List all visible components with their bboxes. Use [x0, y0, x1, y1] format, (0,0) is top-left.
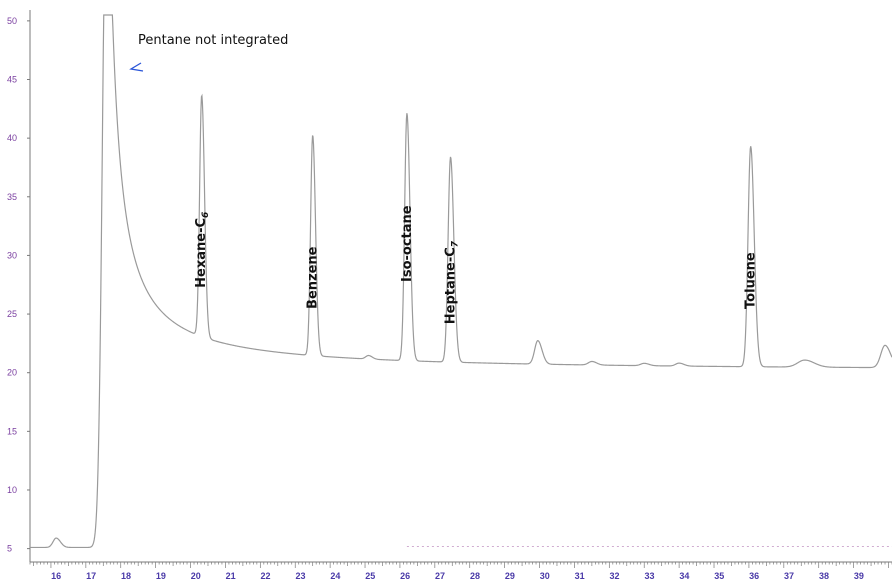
peak-label: Benzene: [306, 246, 321, 309]
x-tick-label: 30: [540, 571, 550, 581]
x-tick-label: 20: [191, 571, 201, 581]
y-tick-label: 30: [7, 250, 17, 260]
x-tick-label: 18: [121, 571, 131, 581]
y-tick-label: 45: [7, 75, 17, 85]
x-tick-label: 22: [261, 571, 271, 581]
peak-label: Hexane-C6: [194, 212, 211, 288]
y-tick-label: 35: [7, 192, 17, 202]
x-tick-label: 24: [330, 571, 340, 581]
y-tick-label: 20: [7, 368, 17, 378]
peak-label-text: Iso-octane: [400, 205, 415, 282]
y-tick-label: 25: [7, 309, 17, 319]
y-tick-label: 15: [7, 426, 17, 436]
peak-label-text: Heptane-C: [444, 247, 459, 324]
x-tick-label: 39: [854, 571, 864, 581]
peak-label-text: Benzene: [306, 246, 321, 309]
x-tick-label: 31: [575, 571, 585, 581]
x-tick-label: 17: [86, 571, 96, 581]
peak-label-text: Hexane-C: [194, 218, 209, 288]
pentane-marker-icon: [129, 62, 144, 72]
y-tick-label: 5: [7, 544, 12, 554]
x-tick-label: 27: [435, 571, 445, 581]
y-tick-label: 40: [7, 133, 17, 143]
x-tick-label: 37: [784, 571, 794, 581]
x-tick-label: 19: [156, 571, 166, 581]
peak-label: Toluene: [744, 252, 759, 309]
peak-label-text: Toluene: [744, 252, 759, 309]
peak-label-subscript: 6: [201, 212, 211, 218]
chromatogram-trace: [30, 14, 892, 549]
x-tick-label: 29: [505, 571, 515, 581]
peak-label: Heptane-C7: [444, 240, 461, 324]
x-tick-label: 32: [610, 571, 620, 581]
x-tick-label: 34: [679, 571, 689, 581]
x-tick-label: 33: [644, 571, 654, 581]
x-tick-label: 25: [365, 571, 375, 581]
x-tick-label: 36: [749, 571, 759, 581]
x-tick-label: 26: [400, 571, 410, 581]
x-tick-label: 16: [51, 571, 61, 581]
y-tick-label: 10: [7, 485, 17, 495]
y-tick-label: 50: [7, 16, 17, 26]
x-tick-label: 35: [714, 571, 724, 581]
x-tick-label: 28: [470, 571, 480, 581]
peak-label: Iso-octane: [400, 205, 415, 282]
pentane-note: Pentane not integrated: [138, 33, 288, 48]
peak-label-subscript: 7: [451, 240, 461, 247]
x-tick-label: 23: [295, 571, 305, 581]
x-tick-label: 21: [226, 571, 236, 581]
x-tick-label: 38: [819, 571, 829, 581]
